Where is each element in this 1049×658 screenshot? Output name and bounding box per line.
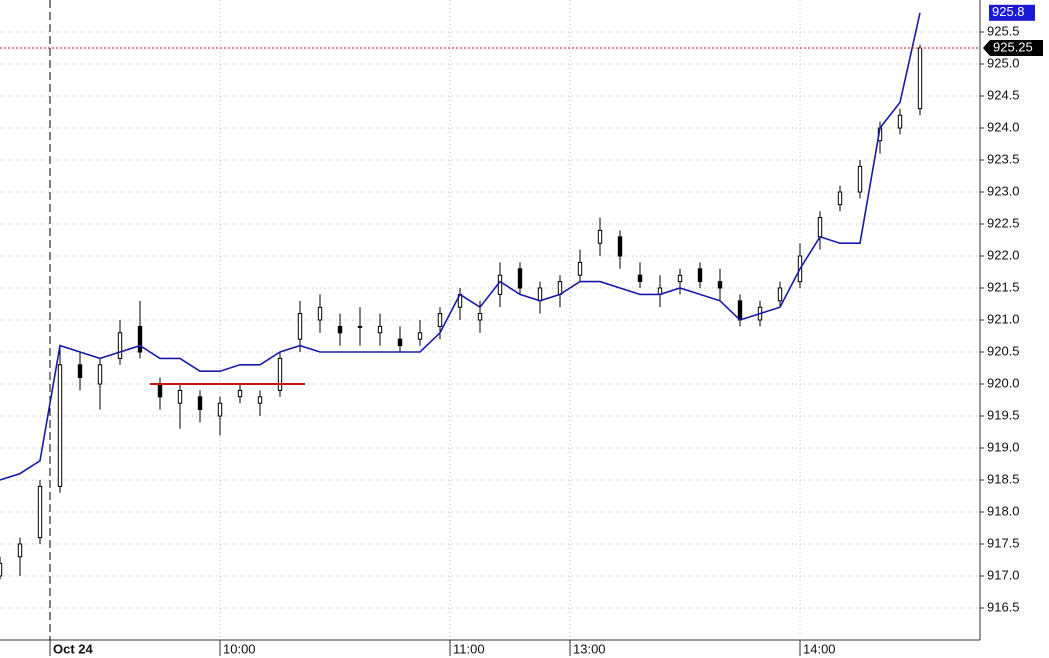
- candle-body: [557, 281, 563, 295]
- candle-body: [257, 396, 263, 404]
- candle-body: [417, 332, 423, 340]
- candle-body: [177, 389, 183, 404]
- candle-body: [717, 281, 723, 289]
- x-tick-label: 10:00: [223, 641, 256, 656]
- candle-body: [17, 543, 23, 558]
- candle-body: [57, 364, 63, 487]
- y-tick-label: 919.5: [987, 407, 1020, 422]
- candle-body: [137, 325, 143, 353]
- candle-body: [917, 47, 923, 110]
- last-marker: [989, 4, 1035, 21]
- x-tick-label: Oct 24: [53, 641, 94, 656]
- candle-body: [537, 287, 543, 302]
- candle-body: [437, 313, 443, 327]
- candle-body: [37, 485, 43, 539]
- y-tick-label: 922.5: [987, 215, 1020, 230]
- candle-body: [737, 300, 743, 321]
- candle-body: [237, 389, 243, 398]
- y-tick-label: 921.0: [987, 311, 1020, 326]
- candle-body: [617, 236, 623, 257]
- y-tick-label: 924.5: [987, 87, 1020, 102]
- candle-body: [397, 338, 403, 347]
- candle-body: [0, 562, 3, 577]
- candle-body: [897, 114, 903, 129]
- y-tick-label: 918.0: [987, 503, 1020, 518]
- y-tick-label: 917.0: [987, 567, 1020, 582]
- candle-body: [697, 268, 703, 283]
- y-tick-label: 916.5: [987, 599, 1020, 614]
- x-tick-label: 11:00: [453, 641, 485, 656]
- y-tick-label: 917.5: [987, 535, 1020, 550]
- candle-body: [497, 274, 503, 295]
- candle-body: [157, 383, 163, 398]
- y-tick-label: 920.0: [987, 375, 1020, 390]
- candle-body: [117, 332, 123, 359]
- candle-body: [197, 396, 203, 411]
- y-tick-label: 924.0: [987, 119, 1020, 134]
- x-tick-label: 13:00: [573, 641, 606, 656]
- y-tick-label: 918.5: [987, 471, 1020, 486]
- candle-body: [77, 364, 83, 379]
- candle-body: [297, 313, 303, 340]
- candle-body: [97, 364, 103, 385]
- candle-body: [337, 325, 343, 334]
- indicator-line: [0, 12, 921, 481]
- y-tick-label: 925.5: [987, 23, 1020, 38]
- y-tick-label: 921.5: [987, 279, 1020, 294]
- y-tick-label: 920.5: [987, 343, 1020, 358]
- candle-body: [857, 165, 863, 193]
- candle-body: [517, 268, 523, 289]
- y-tick-label: 922.0: [987, 247, 1020, 262]
- candle-body: [357, 325, 363, 328]
- candle-body: [837, 191, 843, 206]
- candle-body: [277, 357, 283, 391]
- candle-body: [217, 402, 223, 417]
- candle-body: [317, 306, 323, 321]
- y-tick-label: 923.0: [987, 183, 1020, 198]
- candle-body: [677, 274, 683, 283]
- candle-body: [477, 313, 483, 321]
- candle-body: [777, 287, 783, 302]
- y-tick-label: 923.5: [987, 151, 1020, 166]
- candle-body: [817, 217, 823, 238]
- candle-body: [637, 274, 643, 283]
- price-label: 925.25: [993, 39, 1033, 54]
- candle-body: [377, 325, 383, 334]
- y-tick-label: 925.0: [987, 55, 1020, 70]
- y-tick-label: 919.0: [987, 439, 1020, 454]
- x-tick-label: 14:00: [803, 641, 836, 656]
- candle-body: [597, 229, 603, 244]
- last-label: 925.8: [992, 4, 1025, 19]
- candle-body: [577, 261, 583, 276]
- price-marker: [983, 40, 1043, 56]
